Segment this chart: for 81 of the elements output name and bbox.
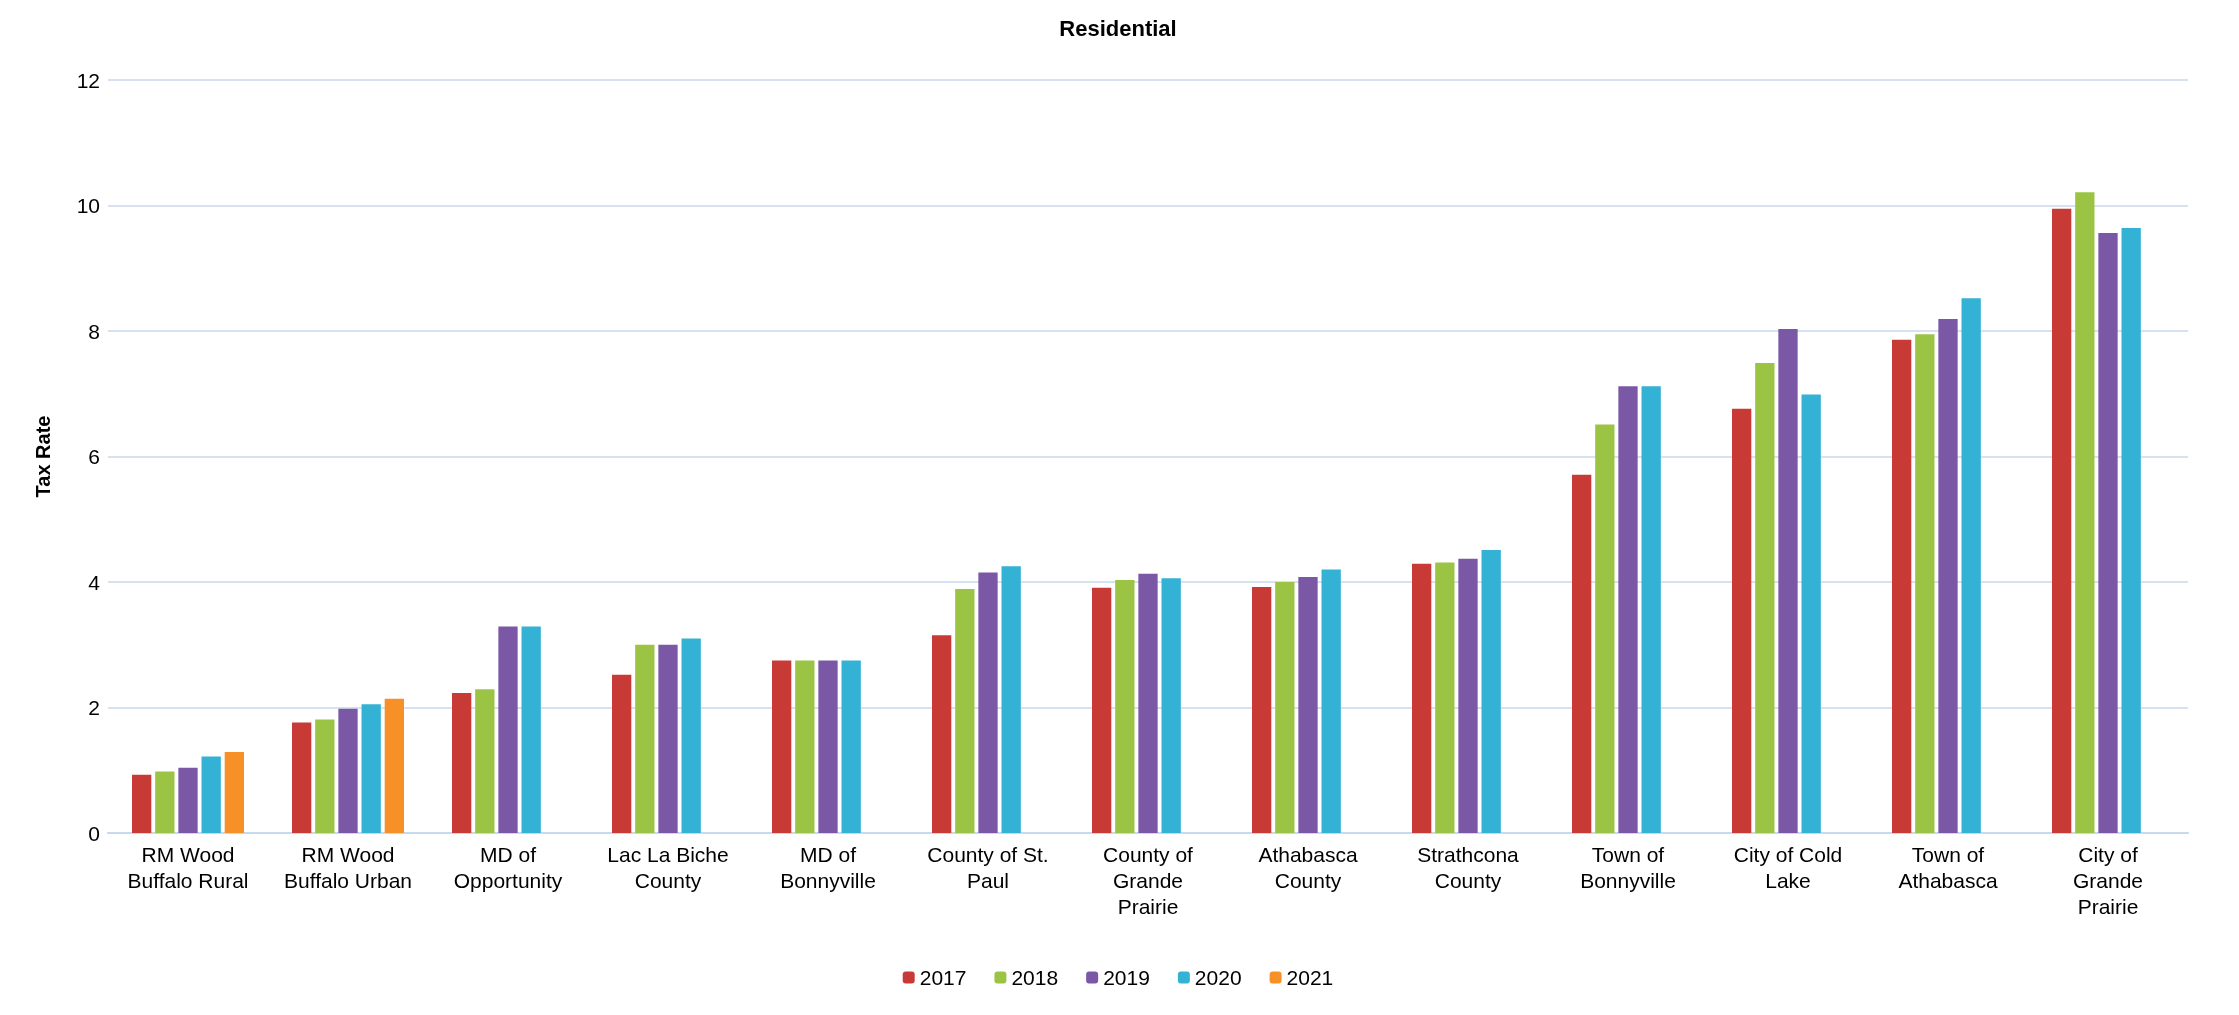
- bar: [1138, 573, 1158, 833]
- x-tick-label: RM Wood Buffalo Rural: [127, 842, 249, 892]
- x-tick-label: Town of Bonnyville: [1580, 842, 1676, 892]
- bar: [1115, 580, 1135, 833]
- bar: [1755, 363, 1775, 833]
- bar: [155, 771, 175, 833]
- y-tick-label: 8: [88, 319, 100, 343]
- bar: [224, 752, 244, 833]
- y-tick-label: 10: [76, 194, 100, 217]
- legend-label: 2018: [1011, 966, 1059, 989]
- bar: [132, 774, 152, 833]
- bar: [1915, 334, 1935, 833]
- bar: [452, 693, 472, 833]
- bar: [1275, 582, 1295, 833]
- bar: [841, 660, 861, 833]
- bar: [1938, 319, 1958, 833]
- bar: [1572, 474, 1592, 833]
- bar: [658, 644, 678, 833]
- bar: [932, 635, 952, 833]
- x-tick-label: Lac La Biche County: [607, 842, 729, 892]
- x-tick-label: MD of Opportunity: [453, 842, 563, 892]
- bar: [1458, 558, 1478, 833]
- bar: [1641, 386, 1661, 833]
- legend-label: 2017: [919, 966, 967, 989]
- bar: [1892, 339, 1912, 833]
- x-tick-label: City of Cold Lake: [1733, 842, 1843, 892]
- bar: [1801, 394, 1821, 833]
- bar: [1321, 569, 1341, 833]
- bar: [612, 674, 632, 833]
- y-tick-label: 0: [88, 821, 100, 845]
- bar: [1961, 298, 1981, 833]
- x-tick-label: County of Grande Prairie: [1103, 842, 1194, 918]
- bar: [1435, 562, 1455, 833]
- bar: [338, 708, 358, 833]
- bar: [201, 756, 221, 833]
- bar: [2098, 233, 2118, 833]
- legend-label: 2019: [1103, 966, 1150, 989]
- y-tick-label: 6: [88, 445, 100, 468]
- bar: [2075, 192, 2095, 833]
- bar: [818, 660, 838, 833]
- y-tick-label: 4: [88, 570, 101, 594]
- bar: [1092, 587, 1112, 833]
- chart-title: Residential: [1059, 15, 1177, 41]
- bar: [178, 767, 198, 833]
- y-axis-title: Tax Rate: [32, 415, 54, 498]
- x-tick-label: Town of Athabasca: [1898, 842, 1998, 892]
- bar: [2052, 208, 2072, 833]
- bar: [498, 626, 518, 833]
- bar: [978, 572, 998, 833]
- bar: [795, 660, 815, 833]
- x-tick-label: City of Grande Prairie: [2072, 842, 2144, 918]
- bar: [1252, 587, 1272, 833]
- bar: [1618, 386, 1638, 833]
- x-tick-label: RM Wood Buffalo Urban: [283, 842, 413, 892]
- y-tick-label: 12: [76, 68, 100, 92]
- bar: [315, 719, 335, 833]
- bar: [1778, 329, 1798, 833]
- bar: [475, 689, 495, 833]
- legend-label: 2020: [1194, 966, 1242, 989]
- y-tick-label: 2: [88, 696, 100, 719]
- x-tick-label: Strathcona County: [1417, 842, 1520, 892]
- x-tick-label: Athabasca County: [1258, 842, 1358, 892]
- bar: [2121, 228, 2141, 833]
- bar: [1481, 550, 1501, 833]
- bar: [1412, 563, 1432, 833]
- bar: [1161, 578, 1181, 833]
- bar: [1001, 566, 1021, 833]
- bar: [955, 588, 975, 833]
- bar: [681, 638, 701, 833]
- bar: [1298, 576, 1318, 833]
- x-tick-label: County of St. Paul: [927, 842, 1049, 892]
- bar: [635, 644, 655, 833]
- x-tick-label: MD of Bonnyville: [780, 842, 876, 892]
- bar: [292, 722, 312, 833]
- bar: [521, 626, 541, 833]
- legend-label: 2021: [1286, 966, 1334, 989]
- bar: [361, 704, 381, 833]
- bar: [384, 698, 404, 833]
- bar: [1732, 408, 1752, 833]
- bar: [1595, 424, 1615, 833]
- bar: [772, 660, 792, 833]
